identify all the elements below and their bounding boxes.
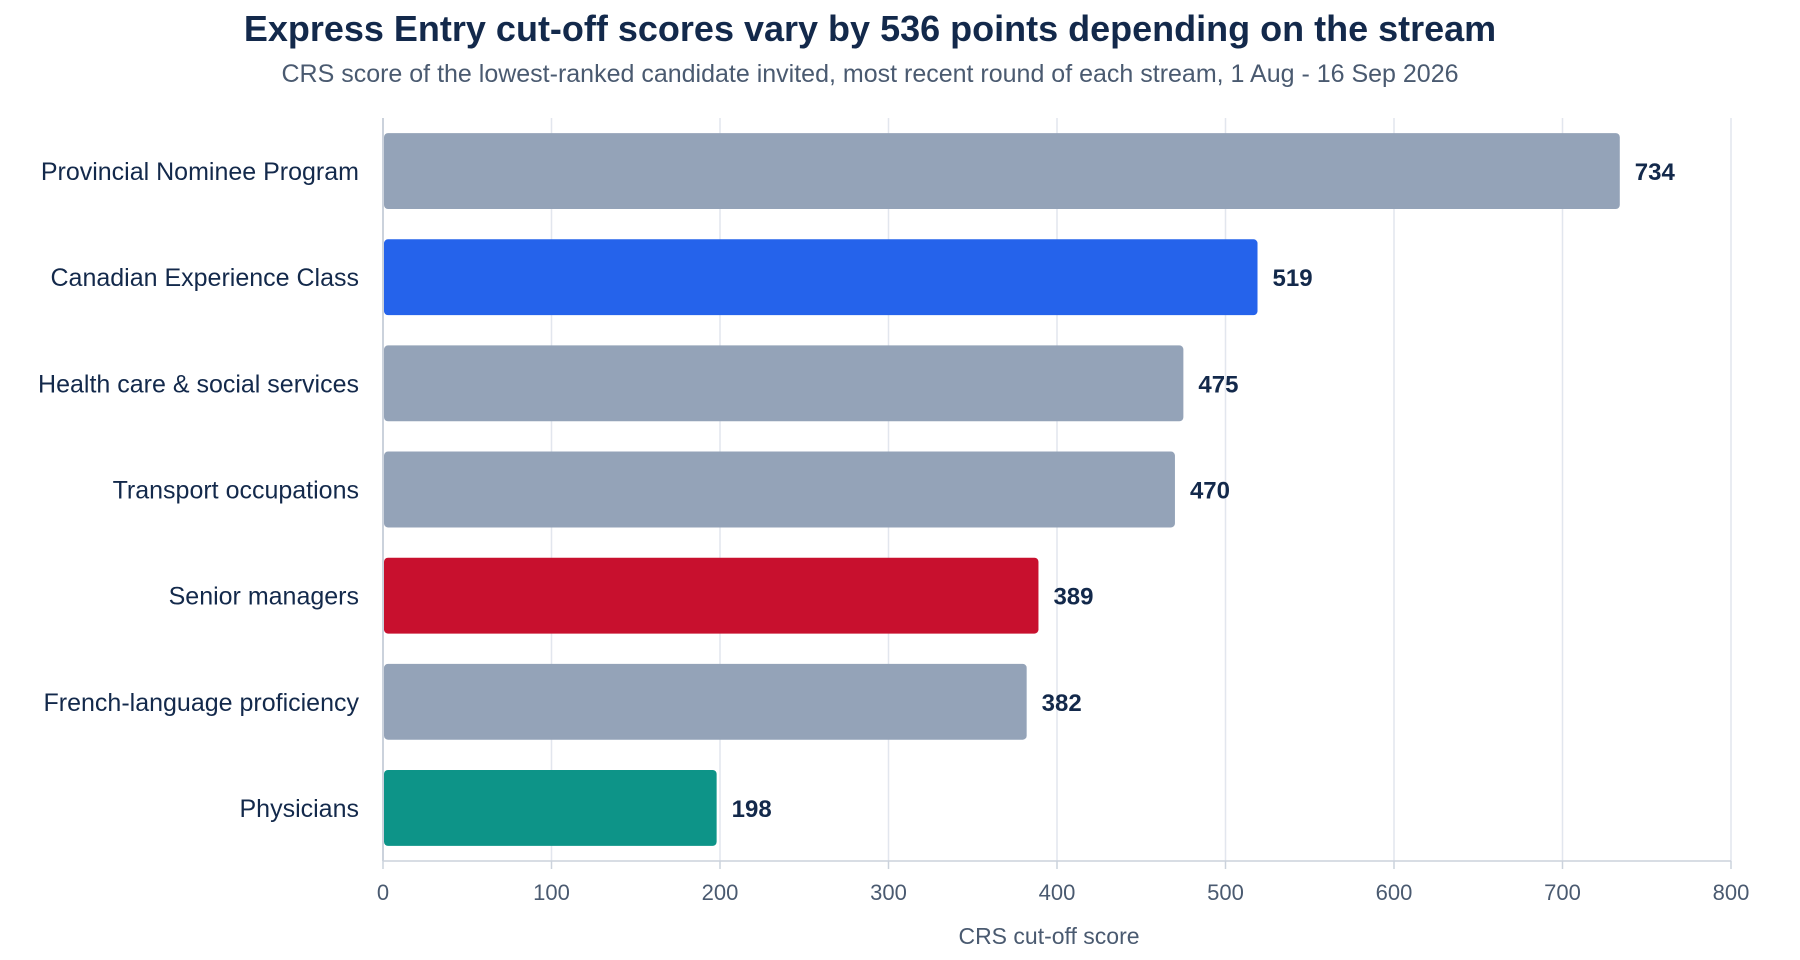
y-category-label: French-language proficiency: [44, 689, 360, 717]
x-tick-label: 300: [870, 880, 907, 905]
bar-value-label: 198: [732, 796, 772, 823]
bar: [384, 239, 1258, 316]
bar: [384, 769, 717, 846]
bar-value-label: 475: [1198, 371, 1238, 398]
y-category-label: Provincial Nominee Program: [41, 158, 359, 186]
bar-value-label: 389: [1053, 584, 1093, 611]
x-tick-label: 500: [1207, 880, 1244, 905]
y-category-label: Transport occupations: [113, 477, 359, 505]
x-tick-label: 400: [1039, 880, 1076, 905]
y-category-label: Canadian Experience Class: [50, 264, 359, 292]
bar-value-label: 382: [1042, 690, 1082, 717]
chart-title: Express Entry cut-off scores vary by 536…: [243, 8, 1497, 49]
y-category-label: Physicians: [240, 795, 360, 823]
bar-value-label: 519: [1273, 265, 1313, 292]
bar: [384, 557, 1039, 634]
bar-value-label: 470: [1190, 478, 1230, 505]
x-tick-label: 200: [702, 880, 739, 905]
x-tick-label: 700: [1544, 880, 1581, 905]
chart-subtitle: CRS score of the lowest-ranked candidate…: [281, 60, 1459, 88]
x-tick-label: 100: [533, 880, 570, 905]
bar: [384, 451, 1175, 528]
x-tick-label: 600: [1376, 880, 1413, 905]
x-tick-label: 800: [1713, 880, 1750, 905]
axes: 0 100 200 300 400 500 600 700 800 Provincial Nomi…: [38, 118, 1749, 905]
x-axis-title: CRS cut-off score: [958, 923, 1139, 949]
y-category-label: Senior managers: [169, 583, 359, 611]
x-tick-label: 0: [377, 880, 389, 905]
bar: [384, 345, 1184, 422]
y-category-label: Health care & social services: [38, 370, 359, 398]
bars: 734 519 475 470 389 382 198: [384, 133, 1675, 846]
bar: [384, 133, 1620, 210]
bar-value-label: 734: [1635, 159, 1676, 186]
bar: [384, 663, 1027, 740]
